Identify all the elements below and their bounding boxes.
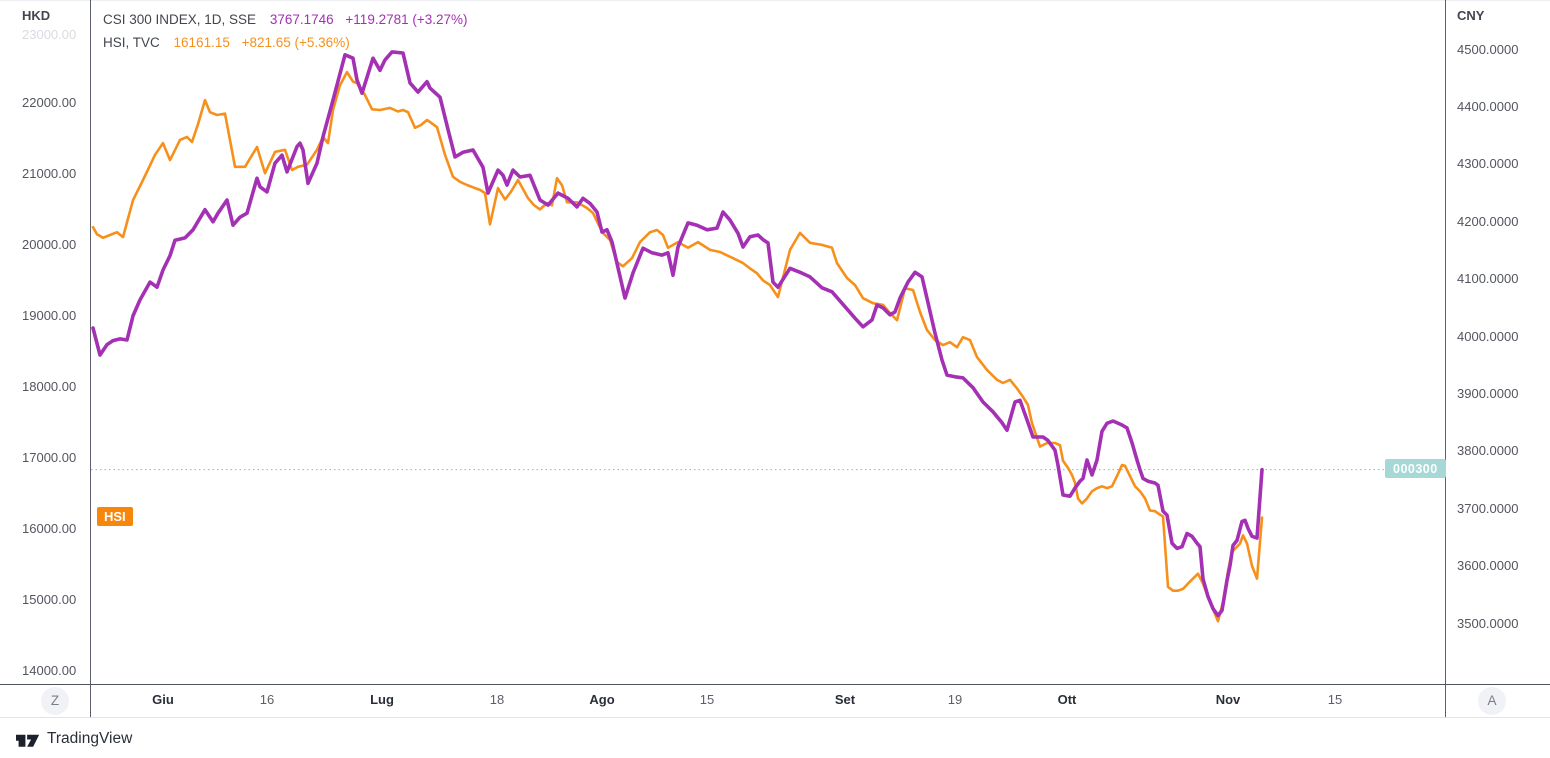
- time-axis-tick: Nov: [1215, 692, 1241, 707]
- left-axis-tick: 22000.00: [22, 95, 77, 111]
- time-axis-tick: 19: [947, 692, 963, 707]
- right-axis-tick: 4300.0000: [1457, 156, 1519, 172]
- time-axis-tick: Ott: [1057, 692, 1077, 707]
- time-axis-tick: Set: [834, 692, 856, 707]
- time-axis-tick: 15: [1327, 692, 1343, 707]
- legend-change-csi300: +119.2781 (+3.27%): [345, 12, 468, 27]
- right-axis-tick: 4000.0000: [1457, 328, 1519, 344]
- left-currency-label: HKD: [22, 8, 51, 23]
- legend: CSI 300 INDEX, 1D, SSE 3767.1746 +119.27…: [103, 8, 476, 54]
- time-axis-tick: 18: [489, 692, 505, 707]
- time-axis-tick: Ago: [589, 692, 615, 707]
- right-axis-tick: 4100.0000: [1457, 271, 1519, 287]
- legend-row-csi300[interactable]: CSI 300 INDEX, 1D, SSE 3767.1746 +119.27…: [103, 8, 476, 31]
- legend-symbol-title-csi300[interactable]: CSI 300 INDEX, 1D, SSE: [103, 12, 257, 27]
- tradingview-logo-icon: [16, 734, 40, 747]
- left-axis-tick: 21000.00: [22, 166, 77, 182]
- time-axis-tick: Giu: [152, 692, 174, 707]
- right-axis-tick: 3800.0000: [1457, 443, 1519, 459]
- right-axis-border: [1445, 0, 1446, 717]
- left-axis-border: [90, 0, 91, 717]
- right-axis-tick: 3700.0000: [1457, 500, 1519, 516]
- series-line-hsi[interactable]: [91, 70, 1264, 623]
- time-axis-tick: 16: [259, 692, 275, 707]
- right-axis-tick: 3900.0000: [1457, 385, 1519, 401]
- tradingview-logo[interactable]: TradingView: [16, 730, 132, 748]
- right-axis-tick: 4400.0000: [1457, 98, 1519, 114]
- legend-last-value-csi300: 3767.1746: [269, 12, 334, 27]
- timezone-button[interactable]: Z: [41, 687, 69, 715]
- top-border: [0, 0, 1550, 1]
- right-axis-tick: 3500.0000: [1457, 615, 1519, 631]
- time-axis-tick: Lug: [370, 692, 394, 707]
- legend-change-hsi: +821.65 (+5.36%): [241, 35, 350, 50]
- left-axis-tick: 19000.00: [22, 308, 77, 324]
- right-axis-tick: 4500.0000: [1457, 41, 1519, 57]
- right-currency-label: CNY: [1457, 8, 1485, 23]
- series-line-000300[interactable]: [91, 50, 1264, 618]
- left-axis-tick: 15000.00: [22, 592, 77, 608]
- left-axis-tick: 18000.00: [22, 379, 77, 395]
- left-axis-faded-tick: 23000.00: [22, 27, 77, 42]
- left-axis-tick: 14000.00: [22, 663, 77, 679]
- bottom-border: [0, 717, 1550, 718]
- left-axis-tick: 20000.00: [22, 237, 77, 253]
- tradingview-logo-text: TradingView: [47, 730, 133, 747]
- csi300-price-badge[interactable]: 000300: [1385, 459, 1446, 479]
- time-axis-border: [0, 684, 1550, 685]
- legend-last-value-hsi: 16161.15: [173, 35, 230, 50]
- auto-scale-button[interactable]: A: [1478, 687, 1506, 715]
- legend-row-hsi[interactable]: HSI, TVC 16161.15 +821.65 (+5.36%): [103, 31, 476, 54]
- right-axis-tick: 4200.0000: [1457, 213, 1519, 229]
- left-axis-tick: 16000.00: [22, 521, 77, 537]
- time-axis-tick: 15: [699, 692, 715, 707]
- legend-symbol-title-hsi[interactable]: HSI, TVC: [103, 35, 160, 50]
- hsi-series-badge[interactable]: HSI: [97, 506, 133, 526]
- right-axis-tick: 3600.0000: [1457, 558, 1519, 574]
- left-axis-tick: 17000.00: [22, 450, 77, 466]
